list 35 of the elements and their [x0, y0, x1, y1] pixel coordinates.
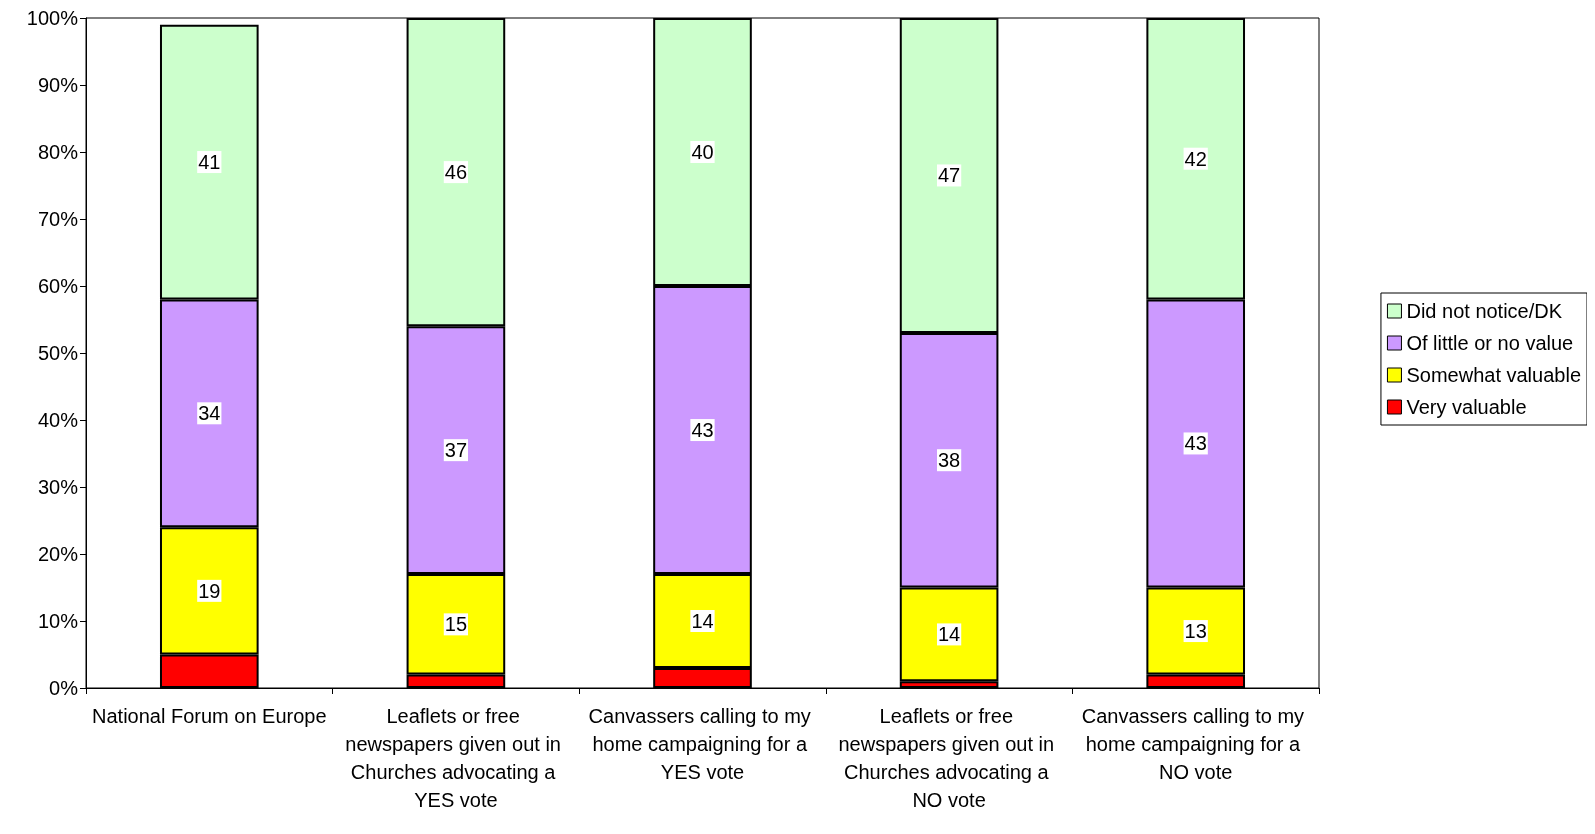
y-tick-label: 70%: [37, 208, 79, 230]
data-label: 14: [937, 623, 961, 646]
legend-label: Very valuable: [1406, 396, 1527, 418]
legend-label: Of little or no value: [1406, 332, 1574, 354]
y-tick-label: 10%: [37, 610, 79, 632]
y-tick-label: 90%: [37, 74, 79, 96]
data-label: 38: [937, 449, 961, 472]
data-label: 14: [691, 610, 714, 632]
y-tick-label: 50%: [37, 342, 79, 364]
x-tick-label: National Forum on Europe: [92, 705, 327, 727]
x-tick-label: Leaflets or free newspapers given out in Churches advocating a NO vote: [838, 705, 1060, 811]
legend-label: Did not notice/DK: [1406, 300, 1563, 322]
x-tick-label: Canvassers calling to my home campaigning for a YES vote: [588, 705, 817, 783]
y-tick-label: 80%: [37, 141, 79, 163]
data-label: 41: [198, 151, 221, 174]
y-tick-label: 60%: [37, 275, 79, 297]
y-tick-label: 20%: [37, 543, 79, 565]
data-label: 19: [198, 579, 221, 602]
y-tick-label: 30%: [37, 476, 79, 498]
data-label: 13: [1184, 620, 1207, 643]
y-tick-label: 100%: [26, 7, 79, 29]
x-tick-label: Canvassers calling to my home campaigning for a NO vote: [1081, 705, 1310, 783]
data-label: 34: [198, 402, 221, 425]
data-label: 15: [444, 613, 468, 636]
legend-label: Somewhat valuable: [1406, 364, 1582, 386]
y-tick-label: 40%: [37, 409, 79, 431]
data-label: 37: [444, 439, 468, 462]
data-label: 46: [444, 161, 468, 184]
data-label: 43: [1184, 432, 1207, 455]
y-tick-label: 0%: [49, 677, 79, 699]
data-label: 43: [691, 419, 714, 442]
data-label: 42: [1184, 147, 1207, 170]
data-label: 40: [691, 141, 714, 163]
data-label: 47: [937, 164, 961, 187]
x-tick-label: Leaflets or free newspapers given out in Churches advocating a YES vote: [345, 705, 567, 811]
